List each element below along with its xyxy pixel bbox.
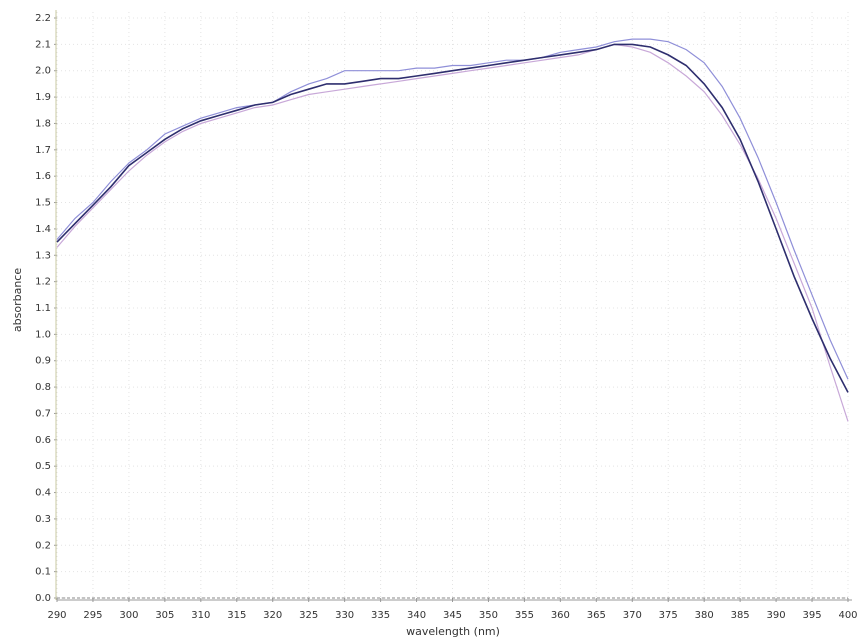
series-line — [56, 43, 849, 422]
x-tick-label: 390 — [767, 610, 786, 621]
x-tick-label: 370 — [623, 610, 642, 621]
x-tick-label: 350 — [479, 610, 498, 621]
x-tick-label: 380 — [695, 610, 714, 621]
x-tick-label: 320 — [263, 610, 282, 621]
y-tick-label: 0.8 — [35, 382, 51, 393]
x-tick-label: 335 — [371, 610, 390, 621]
y-tick-label: 0.3 — [35, 514, 51, 525]
x-tick-label: 305 — [155, 610, 174, 621]
y-tick-label: 1.6 — [35, 171, 51, 182]
y-tick-label: 0.4 — [35, 488, 51, 499]
y-tick-label: 1.2 — [35, 277, 51, 288]
y-tick-label: 0.1 — [35, 567, 51, 578]
y-tick-label: 1.3 — [35, 250, 51, 261]
y-tick-label: 0.2 — [35, 540, 51, 551]
x-tick-label: 290 — [47, 610, 66, 621]
y-tick-label: 1.1 — [35, 303, 51, 314]
x-tick-label: 315 — [227, 610, 246, 621]
x-tick-label: 375 — [659, 610, 678, 621]
y-tick-label: 2.1 — [35, 39, 51, 50]
y-tick-label: 0.5 — [35, 461, 51, 472]
y-tick-label: 0.9 — [35, 356, 51, 367]
y-tick-label: 0.6 — [35, 435, 51, 446]
x-tick-label: 310 — [191, 610, 210, 621]
series-line — [56, 38, 849, 380]
x-tick-label: 325 — [299, 610, 318, 621]
y-tick-label: 0.0 — [35, 593, 51, 604]
x-tick-label: 355 — [515, 610, 534, 621]
x-tick-label: 365 — [587, 610, 606, 621]
x-tick-label: 340 — [407, 610, 426, 621]
y-tick-label: 1.7 — [35, 145, 51, 156]
x-tick-label: 345 — [443, 610, 462, 621]
y-tick-label: 2.2 — [35, 13, 51, 24]
x-tick-label: 295 — [83, 610, 102, 621]
x-tick-label: 300 — [119, 610, 138, 621]
y-tick-label: 0.7 — [35, 408, 51, 419]
y-tick-label: 1.0 — [35, 329, 51, 340]
x-tick-label: 400 — [838, 610, 857, 621]
x-tick-label: 330 — [335, 610, 354, 621]
y-tick-label: 2.0 — [35, 66, 51, 77]
x-tick-label: 395 — [802, 610, 821, 621]
y-tick-label: 1.9 — [35, 92, 51, 103]
y-tick-label: 1.4 — [35, 224, 51, 235]
x-tick-label: 385 — [731, 610, 750, 621]
y-tick-label: 1.8 — [35, 118, 51, 129]
y-axis-label: absorbance — [11, 268, 24, 332]
series-line — [56, 43, 849, 393]
x-axis-label: wavelength (nm) — [406, 625, 500, 638]
y-tick-label: 1.5 — [35, 198, 51, 209]
x-tick-label: 360 — [551, 610, 570, 621]
